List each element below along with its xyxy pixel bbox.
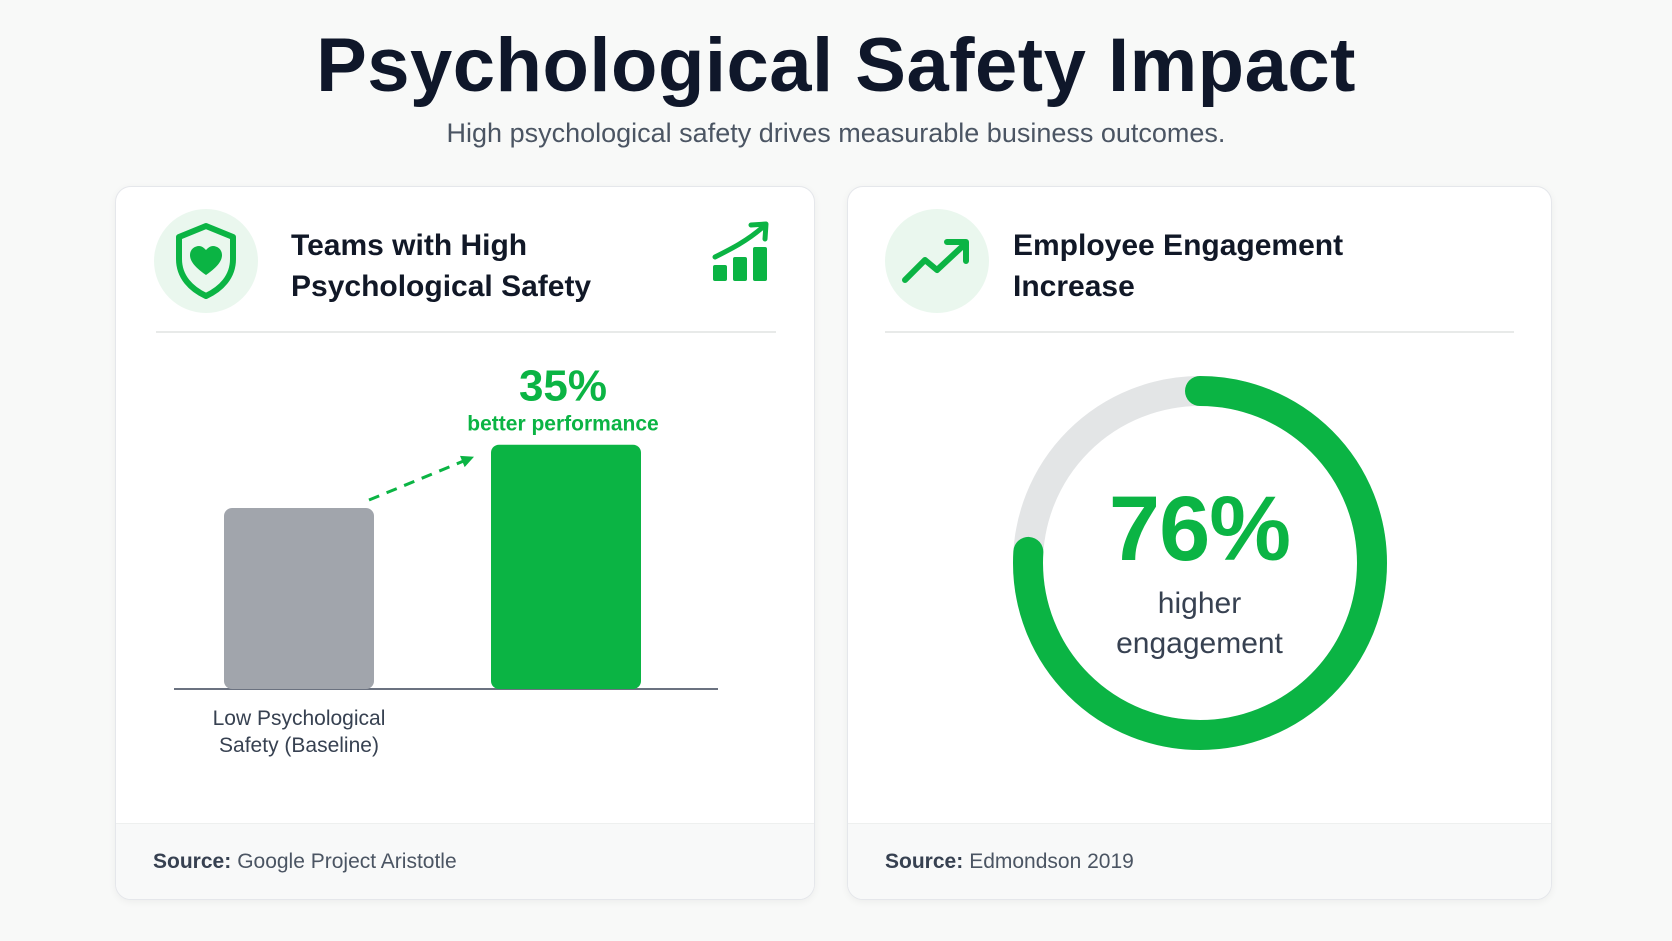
x-tick-label: Safety (Baseline) [219, 734, 379, 757]
performance-bar-chart: 35%better performance Low Psychological Sa… [174, 362, 718, 757]
performance-card-source: Source: Google Project Aristotle [116, 823, 814, 899]
shield-icon-badge [154, 209, 258, 313]
source-label: Source: [885, 849, 964, 873]
ring-progress-arc [1013, 376, 1387, 750]
x-tick-label: Low Psychological [213, 707, 386, 730]
engagement-card-title: Employee Engagement Increase [1013, 229, 1344, 303]
engagement-card: Employee Engagement Increase 76% higher … [847, 186, 1552, 900]
engagement-card-divider [885, 331, 1514, 333]
source-label: Source: [153, 849, 232, 873]
engagement-card-source: Source: Edmondson 2019 [848, 823, 1551, 899]
bar-value-caption: better performance [467, 413, 658, 436]
trend-arrow-line [368, 455, 475, 502]
page-title: Psychological Safety Impact [316, 23, 1356, 108]
high-safety-bar [491, 444, 641, 689]
engagement-value-label: 76% [1108, 478, 1291, 580]
source-value: Edmondson 2019 [969, 849, 1134, 873]
performance-card-title: Teams with High Psychological Safety [291, 229, 592, 303]
trend-icon-badge [885, 209, 989, 313]
bar-value-label: 35% [519, 362, 607, 411]
shield-heart-icon [176, 223, 236, 299]
engagement-caption-line2: engagement [1116, 627, 1283, 660]
trend-arrow-head [460, 455, 474, 468]
bar-chart-trend-icon [712, 221, 769, 281]
trend-up-icon [902, 239, 969, 283]
engagement-donut-chart [1013, 376, 1387, 750]
performance-card-divider [156, 331, 776, 333]
page-subtitle: High psychological safety drives measura… [446, 118, 1226, 148]
baseline-bar [224, 508, 374, 689]
engagement-caption-line1: higher [1157, 587, 1242, 620]
performance-card: Teams with High Psychological Safety 35%… [115, 186, 815, 900]
source-value: Google Project Aristotle [237, 849, 457, 873]
